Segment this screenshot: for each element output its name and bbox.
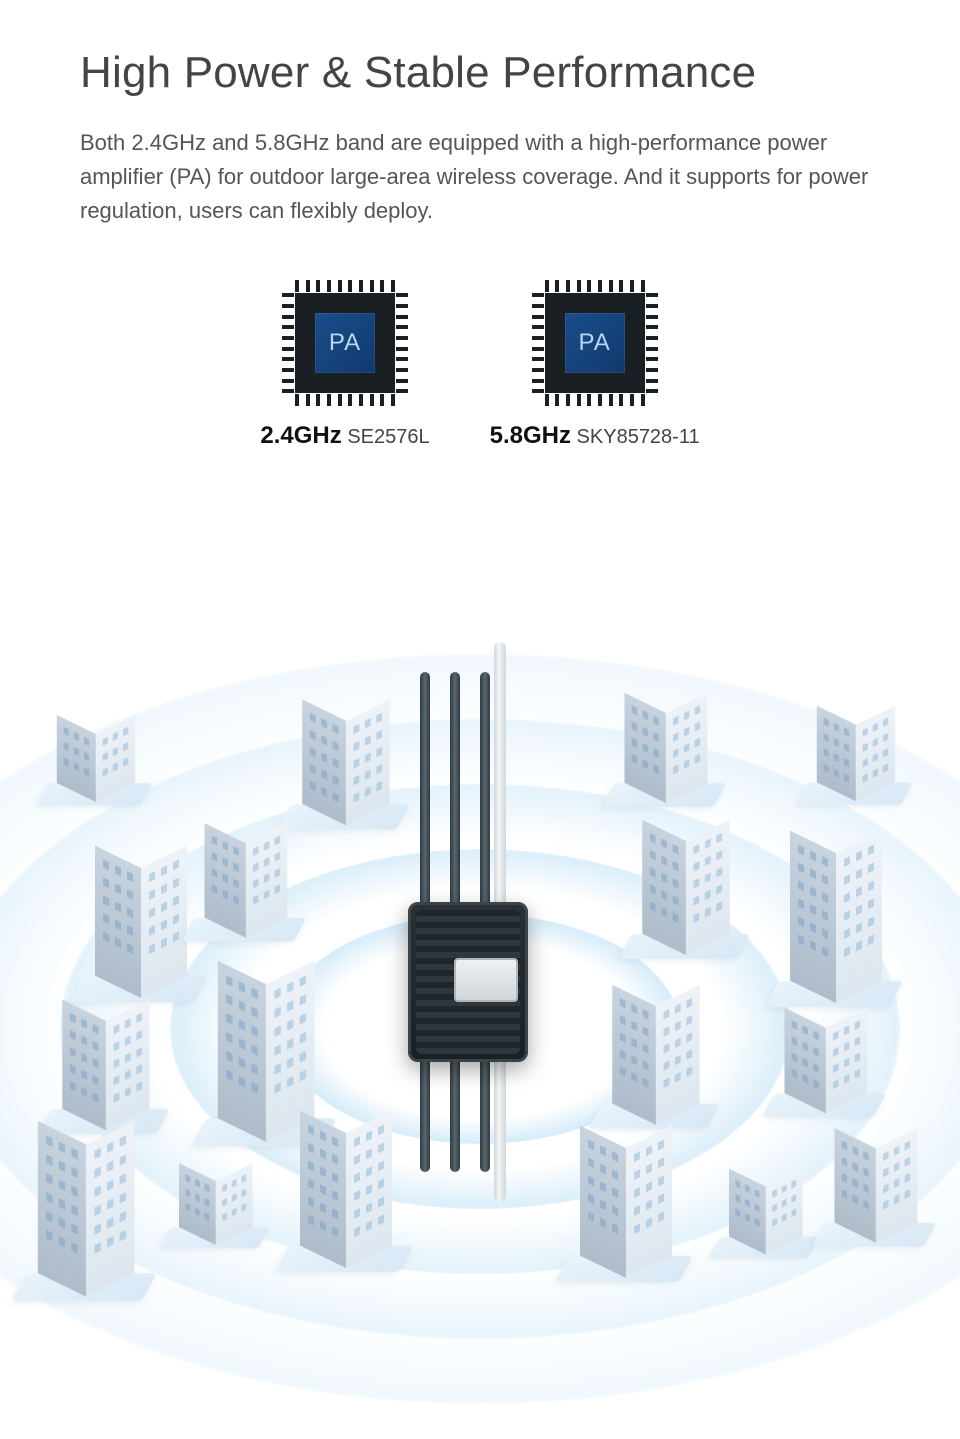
chip-band: 2.4GHz bbox=[260, 422, 341, 449]
building-icon bbox=[95, 868, 185, 998]
building-icon bbox=[625, 713, 706, 803]
building-icon bbox=[612, 1006, 698, 1125]
chip-core-label: PA bbox=[578, 329, 610, 357]
building-icon bbox=[835, 1148, 916, 1243]
building-icon bbox=[817, 725, 894, 802]
chip-row: PA 2.4GHz SE2576L PA 5.8GHz SKY85728-11 bbox=[0, 278, 960, 450]
building-icon bbox=[57, 734, 134, 802]
outdoor-ap-device bbox=[390, 642, 570, 1202]
mount-bracket bbox=[454, 958, 518, 1002]
chip-label-58ghz: 5.8GHz SKY85728-11 bbox=[490, 422, 700, 450]
building-icon bbox=[218, 984, 313, 1142]
building-icon bbox=[300, 1133, 390, 1268]
building-icon bbox=[790, 853, 880, 1003]
chip-model: SKY85728-11 bbox=[577, 426, 700, 448]
page-title: High Power & Stable Performance bbox=[80, 48, 880, 98]
chip-model: SE2576L bbox=[347, 426, 429, 448]
building-icon bbox=[38, 1144, 133, 1296]
chip-block-24ghz: PA 2.4GHz SE2576L bbox=[260, 278, 429, 450]
building-icon bbox=[580, 1148, 670, 1278]
building-icon bbox=[785, 1028, 866, 1114]
building-icon bbox=[205, 843, 286, 938]
pa-chip-icon: PA bbox=[530, 278, 660, 408]
coverage-illustration bbox=[0, 588, 960, 1348]
building-icon bbox=[62, 1021, 148, 1130]
pa-chip-icon: PA bbox=[280, 278, 410, 408]
chip-band: 5.8GHz bbox=[490, 422, 571, 449]
chip-block-58ghz: PA 5.8GHz SKY85728-11 bbox=[490, 278, 700, 450]
page-description: Both 2.4GHz and 5.8GHz band are equipped… bbox=[80, 126, 880, 228]
header-section: High Power & Stable Performance Both 2.4… bbox=[0, 0, 960, 228]
chip-label-24ghz: 2.4GHz SE2576L bbox=[260, 422, 429, 450]
building-icon bbox=[302, 721, 388, 826]
building-icon bbox=[729, 1187, 801, 1255]
building-icon bbox=[642, 841, 728, 955]
chip-core-label: PA bbox=[329, 329, 361, 357]
building-icon bbox=[179, 1181, 251, 1245]
